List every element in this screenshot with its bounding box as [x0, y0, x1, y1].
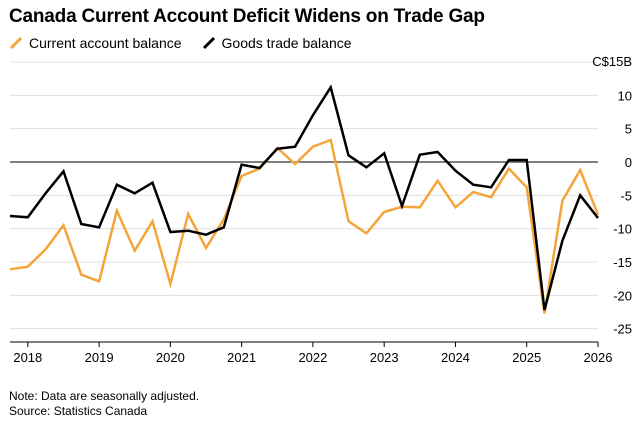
x-tick-label: 2023: [370, 350, 399, 365]
legend-swatch-goods-trade: [202, 36, 215, 50]
x-tick-label: 2025: [512, 350, 541, 365]
y-tick-label: -15: [613, 255, 632, 270]
legend-mark-goods-trade: [202, 36, 215, 50]
x-tick-label: 2020: [156, 350, 185, 365]
y-tick-label: -5: [620, 188, 632, 203]
source-text: Source: Statistics Canada: [9, 404, 148, 418]
chart-title: Canada Current Account Deficit Widens on…: [9, 6, 485, 27]
y-tick-label: 5: [625, 122, 632, 137]
note-text: Note: Data are seasonally adjusted.: [9, 389, 200, 403]
legend-label-current-account: Current account balance: [29, 35, 182, 51]
y-tick-label: 10: [618, 88, 632, 103]
chart-footnote: Note: Data are seasonally adjusted. Sour…: [9, 389, 199, 419]
x-tick-label: 2022: [298, 350, 327, 365]
legend-swatch-current-account: [9, 36, 23, 50]
y-tick-label: -20: [613, 288, 632, 303]
x-tick-label: 2024: [441, 350, 470, 365]
y-tick-label: C$15B: [592, 54, 632, 69]
x-tick-label: 2019: [85, 350, 114, 365]
y-tick-label: -25: [613, 322, 632, 337]
y-tick-label: -10: [613, 222, 632, 237]
legend-mark-current-account: [9, 36, 23, 50]
legend-item-current-account: Current account balance: [9, 35, 182, 51]
legend-label-goods-trade: Goods trade balance: [221, 35, 352, 51]
legend-item-goods-trade: Goods trade balance: [202, 35, 352, 51]
x-tick-label: 2021: [227, 350, 256, 365]
series-line-current-account: [9, 138, 600, 314]
y-tick-label: 0: [625, 155, 632, 170]
x-tick-label: 2026: [584, 350, 613, 365]
series-line-goods-trade: [9, 84, 599, 311]
legend: Current account balance Goods trade bala…: [9, 35, 372, 51]
x-tick-label: 2018: [13, 350, 42, 365]
